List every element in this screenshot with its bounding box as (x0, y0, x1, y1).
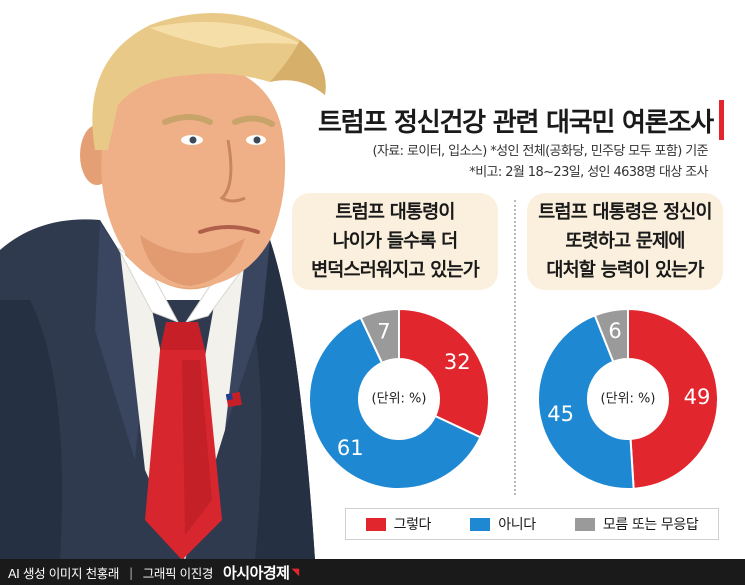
graphic-credit: 그래픽 이진경 (142, 565, 214, 581)
question-box-2: 트럼프 대통령은 정신이 또렷하고 문제에 대처할 능력이 있는가 (527, 193, 723, 290)
legend-item-yes: 그렇다 (365, 514, 432, 534)
donut-2-slice-no (537, 314, 635, 490)
legend-label-no: 아니다 (498, 517, 536, 533)
donut-1-label-unknown: 7 (377, 320, 390, 344)
source-note: (자료: 로이터, 입소스) *성인 전체(공화당, 민주당 모두 포함) 기준 (372, 144, 708, 159)
portrait-illustration (0, 13, 326, 560)
question-2-line-3: 대처할 능력이 있는가 (546, 260, 704, 281)
donut-1-unit-label: (단위: %) (372, 392, 427, 407)
footer-separator: | (128, 564, 133, 580)
question-box-1: 트럼프 대통령이 나이가 들수록 더 변덕스러워지고 있는가 (292, 193, 498, 290)
donut-2-unit-label: (단위: %) (601, 392, 656, 407)
question-1-line-1: 트럼프 대통령이 (335, 202, 455, 223)
legend: 그렇다 아니다 모름 또는 무응답 (345, 508, 719, 540)
donut-2-label-no: 45 (547, 402, 574, 426)
legend-item-no: 아니다 (470, 514, 536, 534)
donut-2-slice-unknown (593, 307, 629, 364)
donut-chart-1: 32 61 7 (단위: %) (308, 307, 490, 490)
legend-label-yes: 그렇다 (393, 517, 432, 533)
survey-note: *비고: 2월 18~23일, 성인 4638명 대상 조사 (469, 165, 708, 180)
donut-1-slice-unknown (359, 307, 400, 365)
donut-2-label-yes: 49 (684, 385, 711, 409)
question-2-line-1: 트럼프 대통령은 정신이 (538, 202, 712, 223)
legend-item-unknown: 모름 또는 무응답 (574, 514, 699, 534)
donut-1-slice-yes (398, 307, 490, 439)
donut-2-slice-yes (627, 307, 719, 490)
footer-credits: AI 생성 이미지 천홍래 | 그래픽 이진경 아시아경제 ◥ (0, 559, 745, 585)
legend-swatch-no (470, 517, 491, 531)
legend-label-unknown: 모름 또는 무응답 (602, 517, 699, 533)
donut-2-label-unknown: 6 (608, 319, 621, 343)
question-1-line-2: 나이가 들수록 더 (332, 231, 459, 252)
title-accent-bar (719, 100, 724, 140)
donut-1-slice-no (308, 316, 482, 490)
image-credit: AI 생성 이미지 천홍래 (8, 565, 119, 581)
donut-chart-2: 49 45 6 (단위: %) (537, 307, 719, 490)
page-title: 트럼프 정신건강 관련 대국민 여론조사 (318, 108, 714, 138)
chart-divider (514, 200, 516, 495)
brand-logo: 아시아경제 (222, 563, 290, 582)
question-2-line-2: 또렷하고 문제에 (565, 231, 685, 252)
legend-swatch-yes (365, 517, 386, 531)
brand-mark-icon: ◥ (291, 566, 299, 578)
donut-1-label-no: 61 (337, 436, 364, 460)
legend-swatch-unknown (574, 517, 595, 531)
donut-1-label-yes: 32 (444, 350, 471, 374)
question-1-line-3: 변덕스러워지고 있는가 (311, 260, 480, 281)
